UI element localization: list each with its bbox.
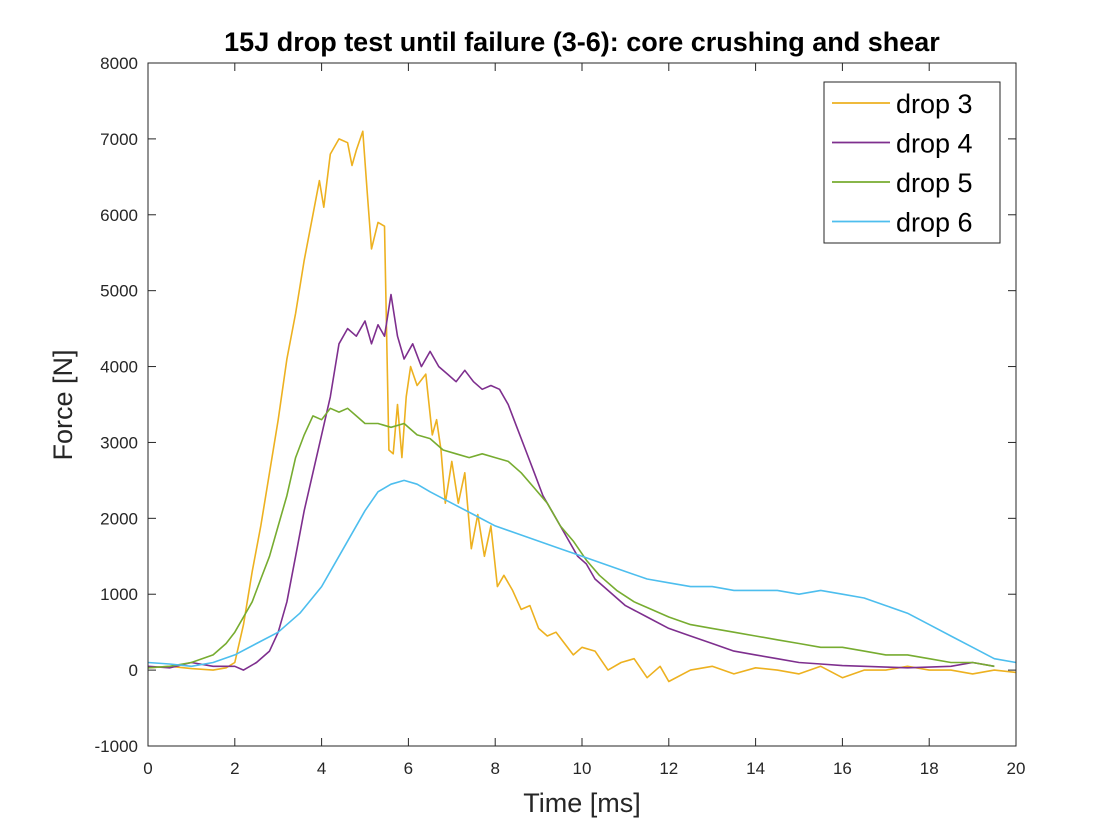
series-group bbox=[147, 130, 1017, 683]
x-tick-label: 14 bbox=[746, 759, 765, 778]
legend-box bbox=[823, 81, 1001, 244]
y-tick-label: -1000 bbox=[95, 737, 138, 756]
x-tick-label: 20 bbox=[1007, 759, 1026, 778]
chart-title: 15J drop test until failure (3-6): core … bbox=[224, 27, 940, 57]
x-tick-label: 8 bbox=[490, 759, 499, 778]
x-tick-label: 4 bbox=[317, 759, 326, 778]
y-tick-label: 1000 bbox=[100, 585, 138, 604]
x-tick-label: 6 bbox=[404, 759, 413, 778]
series-line-drop-5 bbox=[147, 407, 995, 669]
x-tick-label: 12 bbox=[659, 759, 678, 778]
x-tick-label: 18 bbox=[920, 759, 939, 778]
y-tick-label: 6000 bbox=[100, 206, 138, 225]
y-tick-label: 2000 bbox=[100, 509, 138, 528]
series-line-drop-6 bbox=[147, 479, 1017, 668]
y-axis-label: Force [N] bbox=[48, 349, 78, 460]
series-line-drop-3 bbox=[147, 130, 1017, 683]
y-tick-label: 8000 bbox=[100, 54, 138, 73]
legend-label: drop 6 bbox=[896, 208, 973, 238]
legend-label: drop 5 bbox=[896, 168, 973, 198]
legend-label: drop 3 bbox=[896, 89, 973, 119]
y-tick-label: 4000 bbox=[100, 358, 138, 377]
legend-label: drop 4 bbox=[896, 129, 973, 159]
x-tick-label: 0 bbox=[143, 759, 152, 778]
y-tick-label: 7000 bbox=[100, 130, 138, 149]
x-tick-label: 16 bbox=[833, 759, 852, 778]
y-tick-label: 3000 bbox=[100, 433, 138, 452]
y-tick-label: 0 bbox=[129, 661, 138, 680]
x-axis: 0 2 4 6 8 10 12 14 16 18 20 bbox=[143, 63, 1025, 778]
x-axis-label: Time [ms] bbox=[523, 788, 641, 818]
x-tick-label: 10 bbox=[573, 759, 592, 778]
x-tick-label: 2 bbox=[230, 759, 239, 778]
y-axis: -1000 0 1000 2000 3000 4000 5000 6000 7000 8000 bbox=[95, 54, 1016, 756]
y-tick-label: 5000 bbox=[100, 282, 138, 301]
series-line-drop-4 bbox=[147, 293, 995, 671]
legend: drop 3 drop 4 drop 5 drop 6 bbox=[823, 81, 1001, 244]
